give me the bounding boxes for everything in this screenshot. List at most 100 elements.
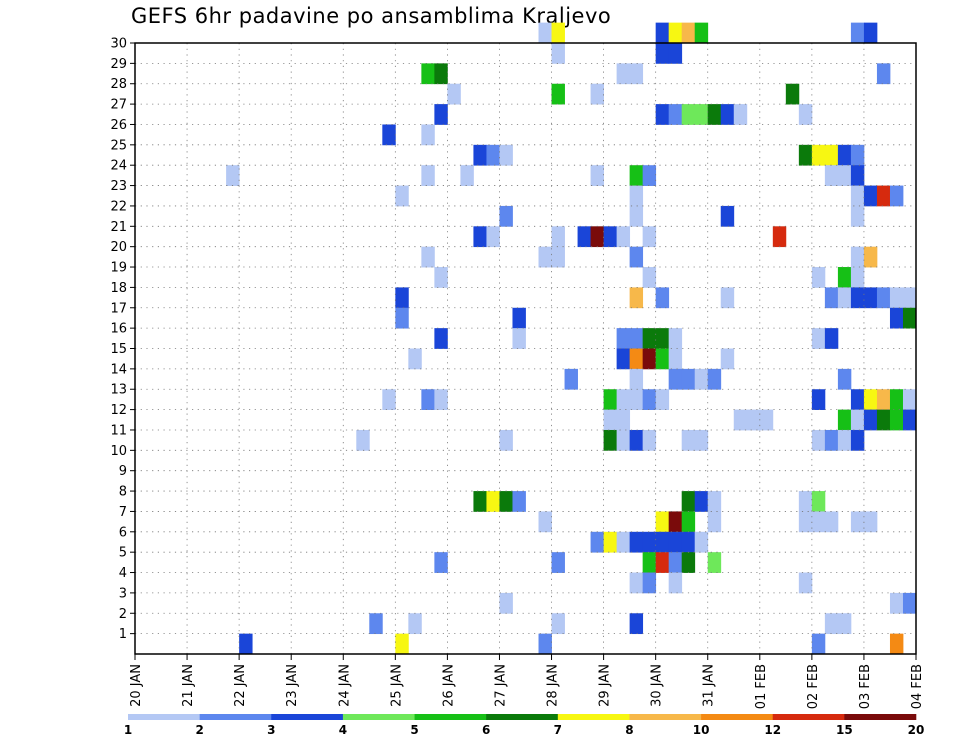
colorbar: 1 2 3 4 5 6 7 8 10 12 15 20	[124, 714, 925, 737]
heatmap-cell	[551, 83, 565, 105]
y-tick-label: 8	[119, 485, 127, 500]
x-tick-label: 26 JAN	[441, 664, 456, 707]
heatmap-cell	[902, 389, 917, 410]
heatmap-cell	[798, 104, 813, 125]
heatmap-cell	[499, 429, 513, 451]
heatmap-cell	[603, 226, 618, 248]
y-tick-label: 27	[110, 98, 127, 113]
heatmap-cell	[603, 389, 618, 410]
heatmap-cell	[486, 491, 500, 512]
heatmap-cell	[538, 22, 552, 44]
heatmap-cell	[499, 592, 513, 614]
heatmap-cell	[408, 348, 422, 370]
heatmap-cell	[642, 226, 657, 248]
heatmap-cell	[395, 633, 409, 655]
heatmap-cell	[629, 246, 644, 268]
colorbar-label: 5	[410, 723, 418, 737]
heatmap-cell	[655, 511, 670, 533]
heatmap-cell	[850, 165, 865, 186]
heatmap-cell	[772, 226, 787, 248]
heatmap-cell	[824, 429, 839, 451]
x-tick-label: 23 JAN	[285, 664, 300, 707]
heatmap-cell	[642, 429, 657, 451]
heatmap-cell	[850, 205, 865, 227]
x-tick-label: 27 JAN	[493, 664, 508, 707]
heatmap-cell	[889, 409, 904, 431]
colorbar-label: 7	[554, 723, 562, 737]
heatmap-cell	[629, 165, 644, 186]
y-tick-label: 14	[110, 362, 127, 377]
heatmap-cell	[512, 307, 526, 329]
colorbar-label: 10	[693, 723, 710, 737]
colorbar-label: 20	[908, 723, 925, 737]
heatmap-cell	[707, 368, 722, 390]
heatmap-cell	[850, 267, 865, 288]
heatmap-cell	[668, 328, 683, 349]
colorbar-label: 8	[625, 723, 633, 737]
heatmap-cell	[590, 531, 604, 553]
heatmap-cell	[538, 511, 552, 533]
heatmap-cell	[629, 185, 644, 207]
heatmap-cell	[681, 104, 696, 125]
x-tick-label: 01 FEB	[754, 664, 769, 709]
heatmap-cell	[642, 552, 657, 573]
x-tick-label: 29 JAN	[598, 664, 613, 707]
heatmap-cell	[629, 389, 644, 410]
y-tick-label: 7	[119, 505, 127, 520]
colorbar-label: 15	[836, 723, 853, 737]
heatmap-cell	[811, 633, 826, 655]
heatmap-cell	[668, 348, 683, 370]
heatmap-cell	[616, 348, 631, 370]
heatmap-cell	[655, 287, 670, 309]
y-axis: 1234567891011121314151617181920212223242…	[110, 37, 135, 642]
colorbar-label: 6	[482, 723, 490, 737]
heatmap-cell	[434, 104, 448, 125]
heatmap-cell	[889, 389, 904, 410]
colorbar-label: 4	[339, 723, 347, 737]
heatmap-cell	[434, 63, 448, 85]
heatmap-cell	[551, 613, 565, 635]
heatmap-cell	[811, 511, 826, 533]
heatmap-cell	[720, 104, 735, 125]
colorbar-segment	[414, 714, 487, 720]
heatmap-cell	[668, 43, 683, 64]
heatmap-cell	[499, 205, 513, 227]
colorbar-label: 12	[764, 723, 781, 737]
heatmap-cell	[538, 633, 552, 655]
y-tick-label: 20	[110, 240, 127, 255]
heatmap-cell	[564, 368, 578, 390]
heatmap-cell	[421, 389, 435, 410]
heatmap-cell	[850, 144, 865, 166]
heatmap-cell	[889, 307, 904, 329]
heatmap-cell	[473, 226, 487, 248]
heatmap-cell	[785, 83, 800, 105]
heatmap-cell	[863, 511, 878, 533]
heatmap-cell	[434, 328, 448, 349]
heatmap-cell	[733, 409, 748, 431]
x-tick-label: 02 FEB	[806, 664, 821, 709]
heatmap-cell	[876, 185, 891, 207]
x-tick-label: 25 JAN	[389, 664, 404, 707]
heatmap-cell	[629, 348, 644, 370]
heatmap-cell	[551, 43, 565, 64]
heatmap-cell	[616, 389, 631, 410]
colorbar-segment	[128, 714, 200, 720]
heatmap-cell	[395, 287, 409, 309]
colorbar-label: 2	[195, 723, 203, 737]
x-axis: 20 JAN 21 JAN 22 JAN 23 JAN 24 JAN 25 JAN 26 J…	[129, 654, 925, 709]
heatmap-cell	[382, 124, 396, 146]
heatmap-cell	[837, 267, 852, 288]
colorbar-segment	[629, 714, 702, 720]
heatmap-cell	[798, 491, 813, 512]
heatmap-cell	[798, 572, 813, 594]
heatmap-cell	[538, 246, 552, 268]
heatmap-cell	[837, 144, 852, 166]
heatmap-cell	[499, 144, 513, 166]
gridlines	[135, 43, 916, 654]
heatmap-cell	[668, 368, 683, 390]
heatmap-cell	[876, 63, 891, 85]
heatmap-cell	[655, 43, 670, 64]
heatmap-cell	[837, 368, 852, 390]
x-tick-label: 30 JAN	[650, 664, 665, 707]
heatmap-cell	[694, 531, 709, 553]
